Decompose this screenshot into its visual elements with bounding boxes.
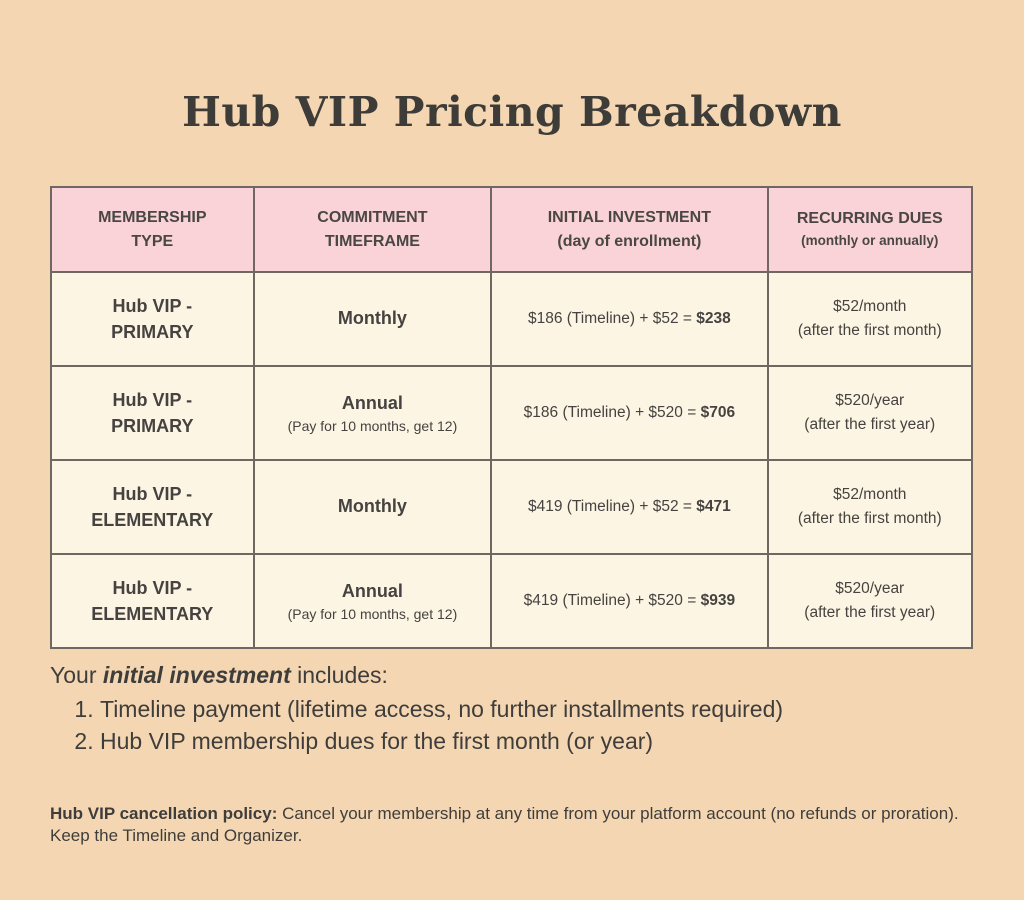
recurring-note: (after the first year): [804, 604, 936, 621]
investment-formula: $419 (Timeline) + $52 =: [527, 498, 697, 515]
investment-total: $706: [700, 404, 736, 421]
column-header-recurring-dues: RECURRING DUES (monthly or annually): [766, 186, 974, 273]
commitment-cell: Annual (Pay for 10 months, get 12): [252, 365, 493, 461]
column-header-membership-type: MEMBERSHIP TYPE: [50, 186, 255, 273]
commitment-label: Annual: [341, 393, 403, 414]
investment-total: $238: [696, 310, 731, 327]
intro-suffix: includes:: [290, 662, 388, 688]
membership-cell: Hub VIP - PRIMARY: [50, 271, 255, 367]
recurring-cell: $520/year (after the first year): [766, 365, 974, 461]
investment-cell: $186 (Timeline) + $520 = $706: [490, 365, 769, 461]
table-row: Hub VIP - ELEMENTARY Monthly $419 (Timel…: [50, 459, 974, 555]
intro-prefix: Your: [50, 662, 103, 688]
table-row: Hub VIP - ELEMENTARY Annual (Pay for 10 …: [50, 553, 974, 649]
recurring-amount: $52/month: [833, 297, 907, 315]
column-header-initial-investment: INITIAL INVESTMENT (day of enrollment): [490, 186, 769, 273]
commitment-cell: Annual (Pay for 10 months, get 12): [252, 553, 493, 649]
column-header-label: RECURRING DUES: [796, 210, 943, 228]
table-row: Hub VIP - PRIMARY Annual (Pay for 10 mon…: [50, 365, 974, 461]
commitment-label: Monthly: [337, 496, 407, 517]
commitment-label: Annual: [341, 581, 403, 602]
membership-label: Hub VIP - PRIMARY: [111, 389, 194, 436]
investment-cell: $186 (Timeline) + $52 = $238: [490, 271, 769, 367]
recurring-cell: $520/year (after the first year): [766, 553, 974, 649]
recurring-amount: $520/year: [835, 391, 905, 409]
investment-total: $471: [696, 498, 731, 515]
commitment-label: Monthly: [337, 308, 407, 329]
commitment-note: (Pay for 10 months, get 12): [287, 605, 458, 622]
recurring-note: (after the first month): [797, 510, 942, 527]
recurring-amount: $52/month: [833, 485, 907, 503]
list-item: Timeline payment (lifetime access, no fu…: [100, 694, 1024, 726]
investment-formula: $186 (Timeline) + $520 =: [523, 404, 701, 421]
investment-formula: $186 (Timeline) + $52 =: [527, 310, 697, 327]
investment-total: $939: [700, 592, 736, 609]
recurring-note: (after the first year): [804, 416, 936, 433]
column-header-label: COMMITMENT TIMEFRAME: [317, 208, 428, 250]
commitment-cell: Monthly: [252, 459, 493, 555]
cancellation-policy: Hub VIP cancellation policy: Cancel your…: [50, 803, 980, 848]
list-item: Hub VIP membership dues for the first mo…: [100, 726, 1024, 758]
membership-cell: Hub VIP - ELEMENTARY: [50, 459, 255, 555]
commitment-note: (Pay for 10 months, get 12): [287, 417, 458, 434]
policy-label: Hub VIP cancellation policy:: [50, 804, 278, 823]
pricing-table: MEMBERSHIP TYPE COMMITMENT TIMEFRAME INI…: [50, 186, 974, 649]
membership-label: Hub VIP - ELEMENTARY: [91, 483, 214, 530]
investment-formula: $419 (Timeline) + $520 =: [523, 592, 701, 609]
column-header-subtitle: (monthly or annually): [801, 233, 939, 249]
investment-cell: $419 (Timeline) + $52 = $471: [490, 459, 769, 555]
investment-cell: $419 (Timeline) + $520 = $939: [490, 553, 769, 649]
column-header-label: INITIAL INVESTMENT: [547, 208, 711, 226]
table-header-row: MEMBERSHIP TYPE COMMITMENT TIMEFRAME INI…: [50, 186, 974, 273]
intro-emphasis: initial investment: [102, 662, 291, 688]
membership-cell: Hub VIP - ELEMENTARY: [50, 553, 255, 649]
policy-text: Cancel your membership at any time from …: [50, 804, 959, 846]
membership-cell: Hub VIP - PRIMARY: [50, 365, 255, 461]
column-header-subtitle: (day of enrollment): [557, 232, 702, 250]
commitment-cell: Monthly: [252, 271, 493, 367]
recurring-cell: $52/month (after the first month): [766, 271, 974, 367]
recurring-note: (after the first month): [797, 322, 942, 339]
membership-label: Hub VIP - ELEMENTARY: [91, 577, 214, 624]
column-header-commitment-timeframe: COMMITMENT TIMEFRAME: [252, 186, 493, 273]
page-title: Hub VIP Pricing Breakdown: [182, 88, 842, 136]
membership-label: Hub VIP - PRIMARY: [111, 295, 194, 342]
recurring-cell: $52/month (after the first month): [766, 459, 974, 555]
column-header-label: MEMBERSHIP TYPE: [98, 208, 207, 250]
table-row: Hub VIP - PRIMARY Monthly $186 (Timeline…: [50, 271, 974, 367]
initial-investment-intro: Your initial investment includes:: [50, 662, 970, 689]
initial-investment-list: Timeline payment (lifetime access, no fu…: [50, 694, 1024, 757]
recurring-amount: $520/year: [835, 579, 905, 597]
